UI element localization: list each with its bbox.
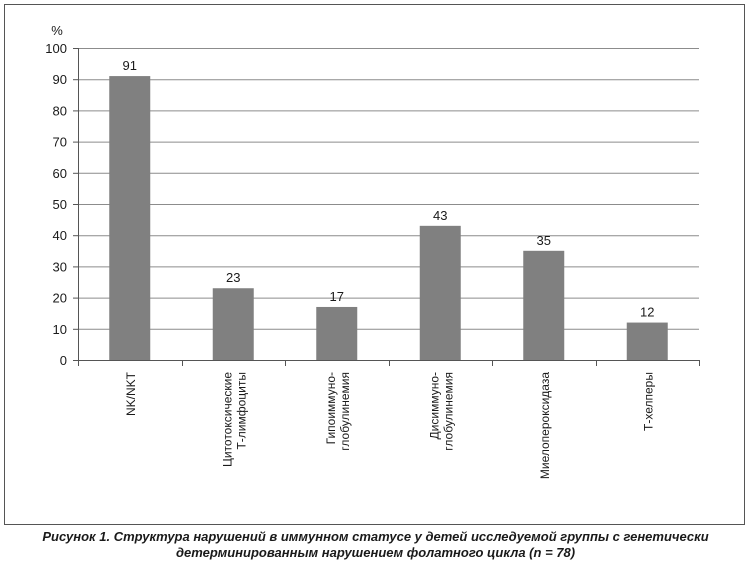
y-tick-label: 0 (60, 353, 67, 368)
bar (626, 322, 668, 360)
data-label: 23 (226, 270, 240, 285)
bar (109, 76, 151, 360)
bar (316, 306, 358, 360)
y-tick-label: 60 (53, 166, 67, 181)
y-tick-label: 50 (53, 197, 67, 212)
y-tick-label: 40 (53, 228, 67, 243)
figure-caption: Рисунок 1. Структура нарушений в иммунно… (0, 529, 751, 561)
x-category-label: глобулинемия (338, 372, 352, 451)
x-category-label: NK/NKT (124, 371, 138, 416)
caption-line-1: Рисунок 1. Структура нарушений в иммунно… (42, 529, 709, 544)
y-tick-label: 20 (53, 291, 67, 306)
y-tick-label: 10 (53, 322, 67, 337)
y-tick-label: 30 (53, 259, 67, 274)
bar (523, 250, 565, 360)
data-label: 17 (330, 289, 344, 304)
x-category-label: Т-хелперы (641, 372, 655, 431)
x-category-label: Цитотоксические (220, 372, 234, 467)
y-tick-label: 100 (45, 41, 67, 56)
axes (73, 48, 700, 366)
x-category-label: Миелопероксидаза (538, 372, 552, 479)
caption-line-2: детерминированным нарушением фолатного ц… (175, 545, 576, 560)
y-tick-label: 70 (53, 135, 67, 150)
x-category-label: Гипоиммуно- (324, 372, 338, 444)
data-label: 35 (537, 233, 551, 248)
y-unit-label: % (51, 23, 63, 38)
data-label: 12 (640, 305, 654, 320)
data-label: 43 (433, 208, 447, 223)
x-category-label: глобулинемия (441, 372, 455, 451)
y-tick-label: 80 (53, 103, 67, 118)
data-label: 91 (123, 58, 137, 73)
bars (109, 76, 668, 360)
labels: 0 10 20 30 40 50 60 70 80 90 100% 91 NK/NKT 23 Цитоток… (45, 23, 655, 479)
bar (212, 288, 254, 360)
gridlines (78, 48, 699, 330)
bar (419, 225, 461, 360)
x-category-label: Т-лимфоциты (234, 372, 248, 450)
y-tick-label: 90 (53, 72, 67, 87)
x-category-label: Дисиммуно- (427, 372, 441, 439)
